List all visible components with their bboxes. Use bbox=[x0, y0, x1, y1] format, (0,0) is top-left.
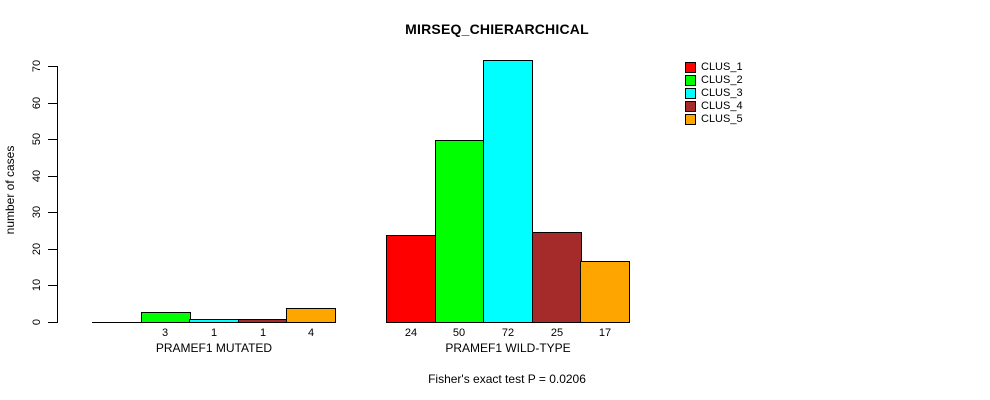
y-axis-tick-label: 20 bbox=[31, 242, 43, 256]
legend-label: CLUS_5 bbox=[701, 113, 743, 125]
y-axis-tick bbox=[48, 139, 57, 140]
annotation-fisher-test: Fisher's exact test P = 0.0206 bbox=[428, 372, 586, 386]
bar-value-label: 3 bbox=[161, 327, 169, 339]
y-axis-tick bbox=[48, 66, 57, 67]
chart-bar bbox=[286, 308, 336, 323]
y-axis-tick bbox=[48, 249, 57, 250]
y-axis-tick-label: 50 bbox=[31, 132, 43, 146]
y-axis-line bbox=[57, 66, 58, 323]
legend-swatch bbox=[685, 62, 696, 73]
y-axis-tick bbox=[48, 285, 57, 286]
chart-bar bbox=[238, 319, 288, 323]
bar-value-label: 1 bbox=[210, 327, 218, 339]
y-axis-label: number of cases bbox=[3, 145, 17, 235]
y-axis-tick-label: 70 bbox=[31, 59, 43, 73]
bar-value-label: 24 bbox=[404, 327, 418, 339]
chart-bar bbox=[386, 235, 436, 323]
y-axis-tick-label: 0 bbox=[31, 318, 43, 326]
legend-label: CLUS_2 bbox=[701, 74, 743, 86]
legend-swatch bbox=[685, 88, 696, 99]
chart-bar bbox=[141, 312, 191, 323]
x-group-label: PRAMEF1 WILD-TYPE bbox=[445, 341, 571, 355]
legend-swatch bbox=[685, 75, 696, 86]
y-axis-tick bbox=[48, 103, 57, 104]
legend-swatch bbox=[685, 114, 696, 125]
y-axis-tick bbox=[48, 176, 57, 177]
chart-bar-zero bbox=[92, 322, 142, 323]
y-axis-tick-label: 30 bbox=[31, 205, 43, 219]
chart-bar bbox=[532, 232, 582, 323]
legend-label: CLUS_4 bbox=[701, 100, 743, 112]
x-group-label: PRAMEF1 MUTATED bbox=[155, 341, 273, 355]
y-axis-tick-label: 10 bbox=[31, 278, 43, 292]
bar-value-label: 17 bbox=[598, 327, 612, 339]
chart-bar bbox=[580, 261, 630, 323]
legend-label: CLUS_3 bbox=[701, 87, 743, 99]
bar-value-label: 4 bbox=[307, 327, 315, 339]
bar-value-label: 50 bbox=[452, 327, 466, 339]
y-axis-tick-label: 60 bbox=[31, 96, 43, 110]
y-axis-tick-label: 40 bbox=[31, 169, 43, 183]
chart-bar bbox=[435, 140, 485, 323]
y-axis-tick bbox=[48, 322, 57, 323]
legend-label: CLUS_1 bbox=[701, 61, 743, 73]
bar-value-label: 1 bbox=[259, 327, 267, 339]
legend-swatch bbox=[685, 101, 696, 112]
chart-bar bbox=[483, 60, 533, 323]
chart-title: MIRSEQ_CHIERARCHICAL bbox=[405, 21, 589, 37]
y-axis-tick bbox=[48, 212, 57, 213]
bar-value-label: 72 bbox=[501, 327, 515, 339]
bar-value-label: 25 bbox=[550, 327, 564, 339]
chart-bar bbox=[189, 319, 239, 323]
